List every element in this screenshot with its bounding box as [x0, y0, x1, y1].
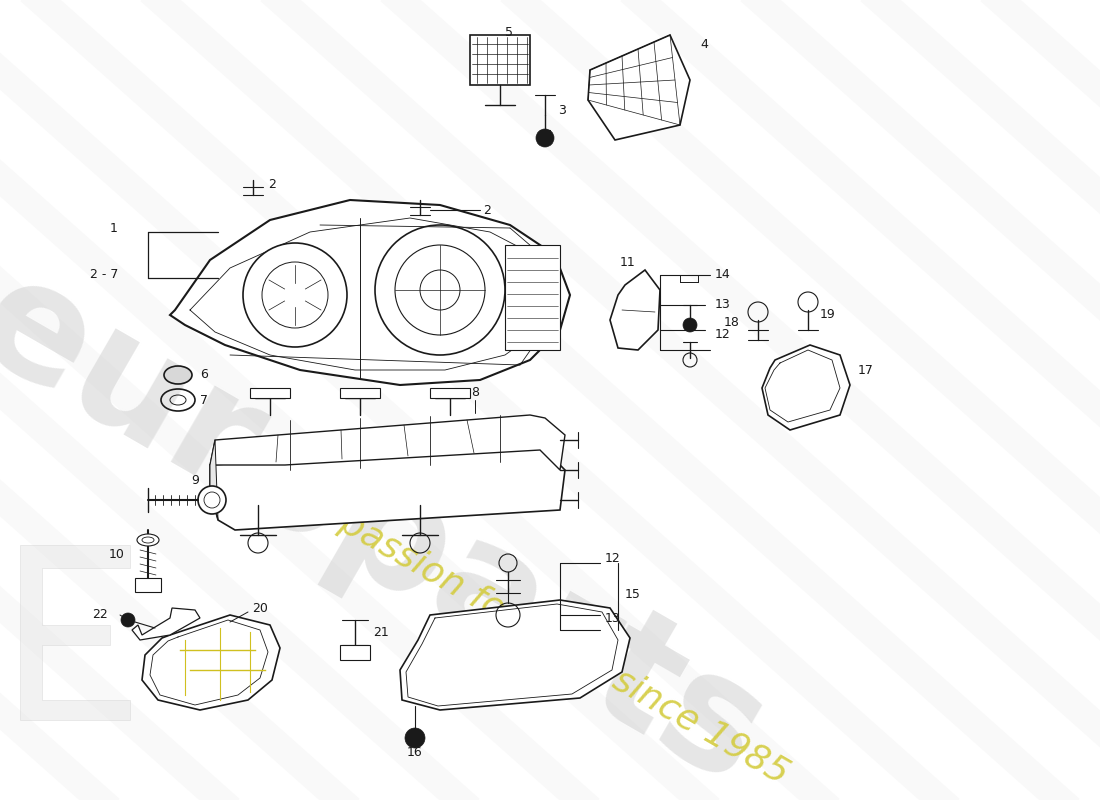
- Polygon shape: [210, 415, 565, 470]
- Ellipse shape: [164, 366, 192, 384]
- Text: a passion for parts since 1985: a passion for parts since 1985: [305, 489, 795, 791]
- Text: 1: 1: [110, 222, 118, 234]
- Text: 8: 8: [471, 386, 478, 398]
- Text: 16: 16: [407, 746, 422, 758]
- FancyBboxPatch shape: [340, 388, 379, 398]
- Text: 12: 12: [605, 551, 620, 565]
- Text: 4: 4: [700, 38, 708, 51]
- PathPatch shape: [20, 545, 130, 720]
- Text: 7: 7: [200, 394, 208, 406]
- Text: 15: 15: [625, 589, 641, 602]
- Text: 6: 6: [200, 369, 208, 382]
- Text: 21: 21: [373, 626, 388, 638]
- Text: 5: 5: [505, 26, 513, 38]
- Polygon shape: [588, 35, 690, 140]
- Text: 2 - 7: 2 - 7: [89, 269, 118, 282]
- Polygon shape: [610, 270, 660, 350]
- Text: 12: 12: [715, 329, 730, 342]
- Text: 13: 13: [605, 611, 620, 625]
- Ellipse shape: [138, 534, 160, 546]
- Text: 18: 18: [724, 315, 740, 329]
- Circle shape: [375, 225, 505, 355]
- FancyBboxPatch shape: [505, 245, 560, 350]
- Text: 3: 3: [558, 103, 565, 117]
- Polygon shape: [210, 445, 565, 530]
- Text: 2: 2: [483, 203, 491, 217]
- Text: 19: 19: [820, 309, 836, 322]
- Polygon shape: [400, 600, 630, 710]
- Circle shape: [405, 728, 425, 748]
- Polygon shape: [142, 615, 280, 710]
- Text: 20: 20: [252, 602, 268, 614]
- Text: 9: 9: [191, 474, 199, 486]
- Polygon shape: [132, 608, 200, 640]
- Polygon shape: [170, 200, 570, 385]
- Text: 13: 13: [715, 298, 730, 311]
- FancyBboxPatch shape: [250, 388, 290, 398]
- Text: 10: 10: [109, 549, 125, 562]
- Text: europarts: europarts: [0, 242, 791, 800]
- Text: 11: 11: [620, 257, 636, 270]
- Circle shape: [243, 243, 346, 347]
- Circle shape: [121, 613, 135, 627]
- Polygon shape: [762, 345, 850, 430]
- FancyBboxPatch shape: [340, 645, 370, 660]
- Text: 14: 14: [715, 269, 730, 282]
- FancyBboxPatch shape: [430, 388, 470, 398]
- Circle shape: [198, 486, 226, 514]
- FancyBboxPatch shape: [470, 35, 530, 85]
- Text: 22: 22: [92, 609, 108, 622]
- Text: 17: 17: [858, 363, 873, 377]
- Circle shape: [536, 129, 554, 147]
- Text: 2: 2: [268, 178, 276, 191]
- Circle shape: [683, 318, 697, 332]
- FancyBboxPatch shape: [135, 578, 161, 592]
- Polygon shape: [210, 440, 218, 520]
